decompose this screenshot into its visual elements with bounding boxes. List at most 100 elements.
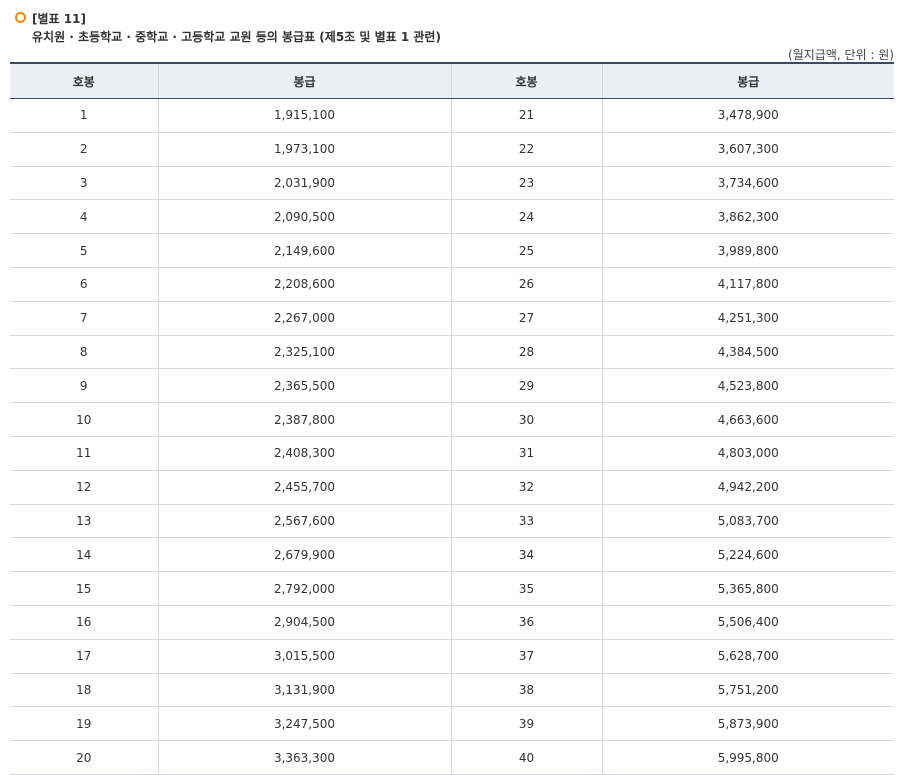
table-cell: 2,208,600 — [157, 267, 451, 302]
table-cell: 2,792,000 — [157, 571, 451, 606]
table-cell: 4,803,000 — [601, 436, 894, 471]
table-cell: 1 — [10, 98, 158, 133]
table-cell: 2,679,900 — [157, 537, 451, 573]
table-cell: 13 — [10, 504, 158, 539]
table-cell: 5,628,700 — [601, 639, 894, 674]
table-cell: 2,325,100 — [157, 335, 451, 370]
column-header: 호봉 — [10, 62, 158, 99]
table-cell: 21 — [450, 98, 602, 133]
table-cell: 3,478,900 — [601, 98, 894, 133]
table-cell: 4 — [10, 199, 158, 235]
table-row: 12 2,455,700 32 4,942,200 — [10, 470, 894, 505]
table-row: 7 2,267,000 27 4,251,300 — [10, 301, 894, 336]
table-cell: 25 — [450, 233, 602, 268]
table-row: 15 2,792,000 35 5,365,800 — [10, 571, 894, 606]
table-cell: 5,873,900 — [601, 706, 894, 742]
table-cell: 16 — [10, 605, 158, 640]
table-row: 1 1,915,100 21 3,478,900 — [10, 98, 894, 133]
table-row: 19 3,247,500 39 5,873,900 — [10, 706, 894, 742]
table-cell: 15 — [10, 571, 158, 606]
table-cell: 30 — [450, 402, 602, 437]
table-cell: 5,995,800 — [601, 740, 894, 775]
table-cell: 3 — [10, 166, 158, 201]
table-cell: 34 — [450, 537, 602, 573]
table-cell: 20 — [10, 740, 158, 775]
title: [별표 11] — [32, 12, 86, 26]
table-cell: 9 — [10, 368, 158, 404]
column-header: 봉급 — [157, 62, 451, 99]
table-cell: 2,365,500 — [157, 368, 451, 404]
unit-note: (월지급액, 단위 : 원) — [788, 48, 894, 62]
table-cell: 33 — [450, 504, 602, 539]
table-cell: 2 — [10, 132, 158, 167]
table-cell: 5 — [10, 233, 158, 268]
table-cell: 12 — [10, 470, 158, 505]
table-cell: 22 — [450, 132, 602, 167]
bullet-icon — [15, 12, 26, 23]
table-row: 9 2,365,500 29 4,523,800 — [10, 368, 894, 404]
salary-table: 호봉 봉급 호봉 봉급 1 1,915,100 21 3,478,900 2 1,973,100… — [10, 62, 894, 775]
table-cell: 3,015,500 — [157, 639, 451, 674]
table-cell: 3,607,300 — [601, 132, 894, 167]
table-cell: 5,083,700 — [601, 504, 894, 539]
table-cell: 3,989,800 — [601, 233, 894, 268]
table-cell: 3,247,500 — [157, 706, 451, 742]
table-cell: 28 — [450, 335, 602, 370]
table-cell: 5,224,600 — [601, 537, 894, 573]
table-cell: 32 — [450, 470, 602, 505]
table-cell: 4,251,300 — [601, 301, 894, 336]
table-row: 10 2,387,800 30 4,663,600 — [10, 402, 894, 437]
table-cell: 40 — [450, 740, 602, 775]
header-row: 호봉 봉급 호봉 봉급 — [10, 62, 894, 99]
table-cell: 19 — [10, 706, 158, 742]
table-cell: 2,387,800 — [157, 402, 451, 437]
table-cell: 4,384,500 — [601, 335, 894, 370]
table-cell: 23 — [450, 166, 602, 201]
table-row: 8 2,325,100 28 4,384,500 — [10, 335, 894, 370]
table-row: 2 1,973,100 22 3,607,300 — [10, 132, 894, 167]
table-cell: 36 — [450, 605, 602, 640]
table-cell: 2,408,300 — [157, 436, 451, 471]
table-cell: 4,942,200 — [601, 470, 894, 505]
table-cell: 1,973,100 — [157, 132, 451, 167]
table-cell: 3,131,900 — [157, 673, 451, 708]
table-row: 17 3,015,500 37 5,628,700 — [10, 639, 894, 674]
table-cell: 1,915,100 — [157, 98, 451, 133]
table-row: 18 3,131,900 38 5,751,200 — [10, 673, 894, 708]
table-cell: 26 — [450, 267, 602, 302]
table-cell: 3,363,300 — [157, 740, 451, 775]
column-header: 봉급 — [601, 62, 894, 99]
table-cell: 39 — [450, 706, 602, 742]
table-cell: 17 — [10, 639, 158, 674]
table-cell: 11 — [10, 436, 158, 471]
table-cell: 24 — [450, 199, 602, 235]
table-cell: 3,862,300 — [601, 199, 894, 235]
table-cell: 35 — [450, 571, 602, 606]
table-cell: 27 — [450, 301, 602, 336]
table-cell: 2,090,500 — [157, 199, 451, 235]
table-row: 6 2,208,600 26 4,117,800 — [10, 267, 894, 302]
table-cell: 5,506,400 — [601, 605, 894, 640]
table-cell: 5,751,200 — [601, 673, 894, 708]
table-row: 4 2,090,500 24 3,862,300 — [10, 199, 894, 235]
table-row: 20 3,363,300 40 5,995,800 — [10, 740, 894, 775]
page: [별표 11] 유치원 · 초등학교 · 중학교 · 고등학교 교원 등의 봉급… — [10, 12, 894, 775]
table-row: 13 2,567,600 33 5,083,700 — [10, 504, 894, 539]
table-cell: 37 — [450, 639, 602, 674]
table-cell: 2,149,600 — [157, 233, 451, 268]
table-cell: 4,663,600 — [601, 402, 894, 437]
table-cell: 5,365,800 — [601, 571, 894, 606]
table-cell: 18 — [10, 673, 158, 708]
table-row: 3 2,031,900 23 3,734,600 — [10, 166, 894, 201]
table-cell: 4,523,800 — [601, 368, 894, 404]
table-cell: 2,567,600 — [157, 504, 451, 539]
table-body: 1 1,915,100 21 3,478,900 2 1,973,100 22 3,607,3… — [10, 98, 894, 775]
table-cell: 10 — [10, 402, 158, 437]
table-row: 11 2,408,300 31 4,803,000 — [10, 436, 894, 471]
table-cell: 29 — [450, 368, 602, 404]
table-cell: 6 — [10, 267, 158, 302]
table-cell: 2,455,700 — [157, 470, 451, 505]
table-cell: 2,904,500 — [157, 605, 451, 640]
table-cell: 3,734,600 — [601, 166, 894, 201]
table-cell: 14 — [10, 537, 158, 573]
